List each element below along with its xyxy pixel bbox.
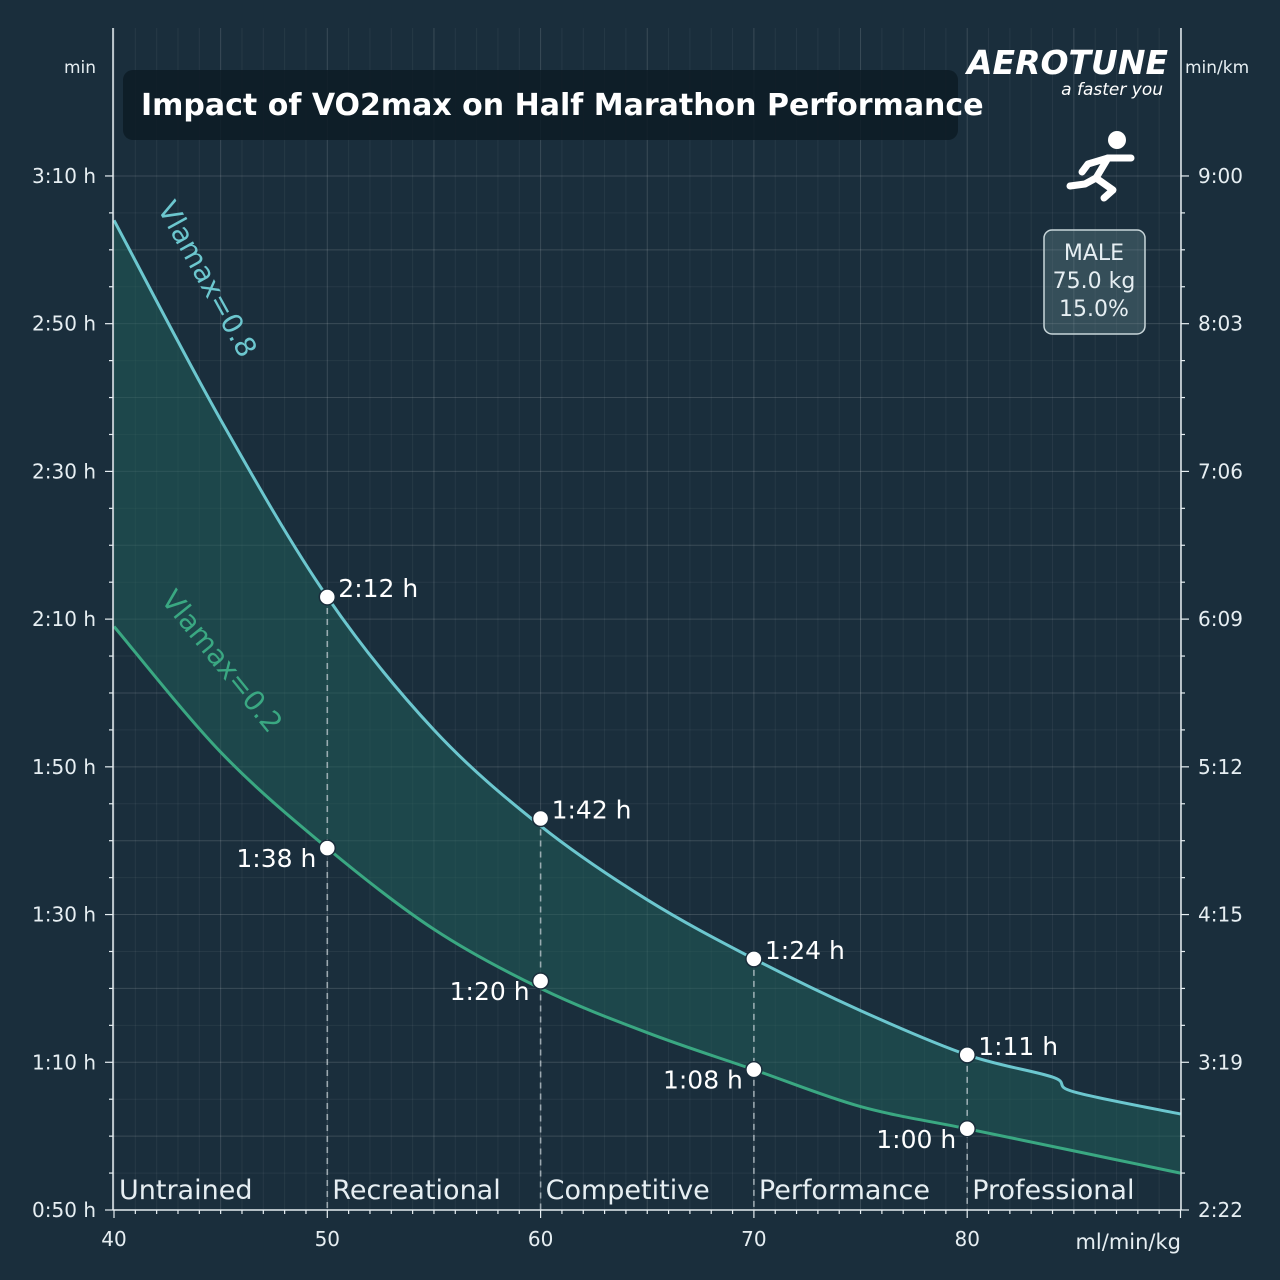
- vlamax-0.2-line: [112, 625, 1181, 1175]
- y-tick-label-left: 3:10 h: [32, 164, 96, 188]
- data-point-label: 1:08 h: [663, 1066, 743, 1095]
- y-axis-left-unit: min: [64, 58, 96, 78]
- data-point-label: 1:38 h: [236, 844, 316, 873]
- profile-bodyfat: 15.0%: [1059, 297, 1129, 322]
- zone-label: Untrained: [119, 1175, 252, 1206]
- y-tick-label-right: 4:15: [1198, 903, 1243, 927]
- runner-icon: [1066, 131, 1135, 202]
- profile-weight: 75.0 kg: [1053, 269, 1136, 294]
- y-tick-label-left: 1:50 h: [32, 755, 96, 779]
- y-axis-right-unit: min/km: [1185, 58, 1249, 78]
- profile-sex: MALE: [1064, 241, 1124, 266]
- tick-labels: 40 50 60 70 80 0:50 h 1:10 h 1:30 h 1:50 h 2:10 h…: [32, 164, 1243, 1251]
- y-tick-label-right: 7:06: [1198, 459, 1243, 483]
- chart-title: Impact of VO2max on Half Marathon Perfor…: [141, 88, 984, 123]
- data-point-label: 1:00 h: [876, 1125, 956, 1154]
- zone-labels: Untrained Recreational Competitive Performa…: [119, 1175, 1134, 1206]
- y-tick-label-right: 2:22: [1198, 1198, 1243, 1222]
- zone-label: Recreational: [332, 1175, 500, 1206]
- data-point: [531, 809, 550, 828]
- y-tick-label-right: 8:03: [1198, 312, 1243, 336]
- y-tick-label-right: 3:19: [1198, 1050, 1243, 1074]
- x-tick-label: 50: [315, 1227, 340, 1251]
- zone-label: Professional: [972, 1175, 1134, 1206]
- y-tick-label-left: 2:10 h: [32, 607, 96, 631]
- data-point-label: 1:20 h: [450, 977, 530, 1006]
- brand-slogan: a faster you: [1061, 80, 1163, 100]
- data-point: [531, 972, 550, 990]
- zone-label: Performance: [759, 1175, 930, 1206]
- data-points: 2:12 h 1:42 h 1:24 h 1:11 h 1:38 h 1:20 h 1:08…: [236, 574, 1058, 1154]
- x-axis-label: ml/min/kg: [1075, 1230, 1181, 1254]
- y-tick-label-left: 1:30 h: [32, 903, 96, 927]
- y-tick-label-right: 6:09: [1198, 607, 1243, 631]
- y-tick-label-left: 2:30 h: [32, 459, 96, 483]
- y-tick-label-left: 0:50 h: [32, 1198, 96, 1222]
- profile-box: [1043, 229, 1146, 335]
- data-point: [958, 1120, 976, 1138]
- y-tick-label-right: 5:12: [1198, 755, 1243, 779]
- data-point-label: 1:24 h: [765, 936, 845, 965]
- data-point-label: 1:42 h: [552, 796, 632, 825]
- data-point: [318, 588, 337, 606]
- x-tick-label: 70: [741, 1227, 766, 1251]
- axes: [105, 28, 1189, 1218]
- x-tick-label: 60: [528, 1227, 553, 1251]
- x-tick-label: 80: [954, 1227, 979, 1251]
- data-point: [745, 950, 763, 968]
- y-tick-label-left: 2:50 h: [32, 312, 96, 336]
- brand-logo: AEROTUNE: [964, 43, 1168, 82]
- data-point-label: 2:12 h: [338, 574, 418, 603]
- title-box: [123, 70, 958, 140]
- data-point: [318, 839, 337, 857]
- data-point: [958, 1046, 976, 1064]
- y-tick-label-right: 9:00: [1198, 164, 1243, 188]
- data-point: [745, 1060, 763, 1079]
- zone-label: Competitive: [546, 1175, 710, 1206]
- vlamax-0.8-line: [112, 219, 1181, 1116]
- curves: [112, 219, 1181, 1175]
- x-tick-label: 40: [101, 1227, 126, 1251]
- data-point-label: 1:11 h: [978, 1032, 1058, 1061]
- y-tick-label-left: 1:10 h: [32, 1050, 96, 1074]
